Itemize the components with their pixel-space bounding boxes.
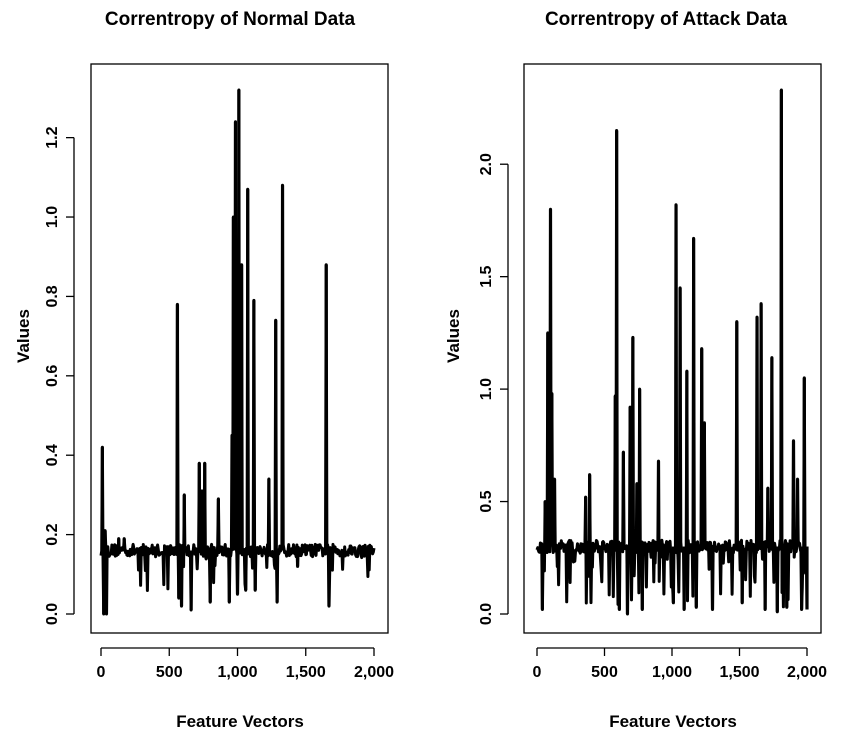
y-tick-label: 1.2 [44,126,61,148]
plot-frame [90,63,389,634]
x-tick-label: 1,000 [652,664,692,681]
panel-attack-data: Correntropy of Attack Data 0 500 1,000 1,50… [444,9,827,731]
x-tick-label: 0 [533,664,542,681]
y-axis: 0.0 0.5 1.0 1.5 2.0 [478,153,509,625]
x-axis: 0 500 1,000 1,500 2,000 [97,647,394,681]
data-series [99,88,376,616]
x-tick-label: 500 [591,664,618,681]
y-tick-label: 2.0 [478,153,495,175]
y-axis-label: Values [444,309,463,363]
data-series [535,88,809,616]
y-tick-label: 0.5 [478,490,495,512]
x-axis: 0 500 1,000 1,500 2,000 [533,647,827,681]
x-tick-label: 1,500 [286,664,326,681]
chart-title: Correntropy of Attack Data [545,9,788,30]
x-tick-label: 500 [156,664,183,681]
y-tick-label: 0.2 [44,523,61,545]
x-tick-label: 2,000 [354,664,394,681]
chart-title: Correntropy of Normal Data [105,9,356,30]
y-tick-label: 1.0 [478,378,495,400]
x-axis-label: Feature Vectors [609,712,737,731]
panel-normal-data: Correntropy of Normal Data 0 500 1,000 1,50… [14,9,394,731]
x-tick-label: 2,000 [787,664,827,681]
y-tick-label: 0.0 [478,603,495,625]
x-tick-label: 0 [97,664,106,681]
plot-frame [523,63,822,634]
x-axis-label: Feature Vectors [176,712,304,731]
y-tick-label: 1.0 [44,206,61,228]
x-tick-label: 1,500 [719,664,759,681]
y-tick-label: 1.5 [478,265,495,287]
y-tick-label: 0.6 [44,365,61,387]
y-tick-label: 0.0 [44,603,61,625]
y-tick-label: 0.8 [44,285,61,307]
y-axis: 0.0 0.2 0.4 0.6 0.8 1.0 1.2 [44,126,75,625]
y-tick-label: 0.4 [44,444,61,466]
y-axis-label: Values [14,309,33,363]
x-tick-label: 1,000 [217,664,257,681]
